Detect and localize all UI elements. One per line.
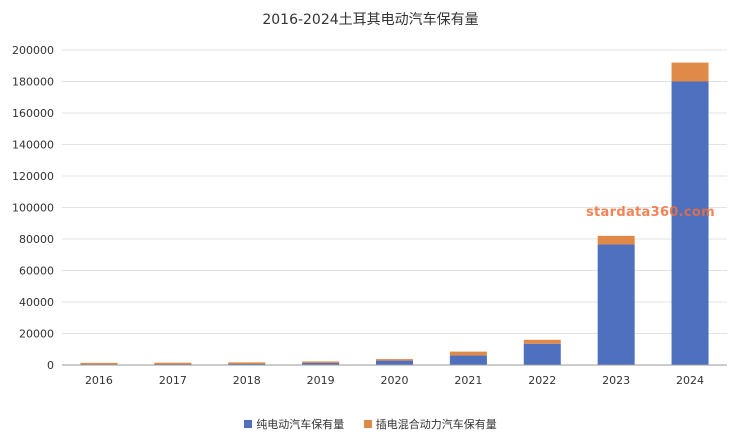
x-tick-label: 2018 <box>233 374 261 387</box>
legend: 纯电动汽车保有量 插电混合动力汽车保有量 <box>0 416 741 432</box>
watermark: stardata360.com <box>586 205 715 220</box>
y-tick-label: 80000 <box>19 233 54 246</box>
bar-bev-2020[interactable] <box>376 360 413 365</box>
y-tick-label: 120000 <box>12 170 54 183</box>
chart-title: 2016-2024土耳其电动汽车保有量 <box>262 12 479 28</box>
bar-phev-2016[interactable] <box>80 362 118 365</box>
y-tick-label: 180000 <box>12 76 54 89</box>
legend-item-phev[interactable]: 插电混合动力汽车保有量 <box>363 416 497 432</box>
y-tick-label: 0 <box>47 359 54 372</box>
bar-phev-2022[interactable] <box>523 339 561 344</box>
y-axis-tick-labels: 0 20000 40000 60000 80000 100000 120000 140000 1… <box>12 44 54 372</box>
x-tick-label: 2022 <box>528 374 556 387</box>
x-tick-label: 2016 <box>85 374 113 387</box>
y-tick-label: 140000 <box>12 139 54 152</box>
y-tick-label: 160000 <box>12 107 54 120</box>
legend-swatch-phev <box>363 420 372 428</box>
bar-phev-2020[interactable] <box>376 359 413 361</box>
y-tick-label: 40000 <box>19 296 54 309</box>
bar-bev-2018[interactable] <box>228 363 266 366</box>
x-tick-label: 2023 <box>602 374 630 387</box>
bar-phev-2019[interactable] <box>302 361 340 363</box>
bars <box>80 62 709 366</box>
y-tick-label: 20000 <box>19 328 54 341</box>
x-tick-label: 2020 <box>381 374 409 387</box>
bar-phev-2024[interactable] <box>671 62 709 82</box>
bar-phev-2021[interactable] <box>449 351 487 356</box>
bar-bev-2023[interactable] <box>597 244 635 365</box>
legend-label-phev: 插电混合动力汽车保有量 <box>375 418 497 431</box>
legend-swatch-bev <box>244 420 253 428</box>
bar-phev-2023[interactable] <box>597 235 635 245</box>
bar-phev-2018[interactable] <box>228 362 266 364</box>
x-tick-label: 2019 <box>307 374 335 387</box>
x-tick-label: 2017 <box>159 374 187 387</box>
legend-label-bev: 纯电动汽车保有量 <box>256 418 345 431</box>
bar-phev-2017[interactable] <box>154 362 192 365</box>
legend-item-bev[interactable]: 纯电动汽车保有量 <box>244 416 344 432</box>
x-tick-label: 2024 <box>676 374 704 387</box>
bar-bev-2019[interactable] <box>302 362 340 365</box>
bar-bev-2021[interactable] <box>449 355 487 365</box>
y-tick-label: 200000 <box>12 44 54 57</box>
bar-bev-2017[interactable] <box>154 363 192 366</box>
y-tick-label: 100000 <box>12 202 54 215</box>
x-axis-tick-labels: 2016 2017 2018 2019 2020 2021 2022 2023 2024 <box>85 374 704 387</box>
y-tick-label: 60000 <box>19 265 54 278</box>
bar-bev-2024[interactable] <box>671 81 709 366</box>
bar-bev-2022[interactable] <box>523 343 561 365</box>
x-tick-label: 2021 <box>454 374 482 387</box>
